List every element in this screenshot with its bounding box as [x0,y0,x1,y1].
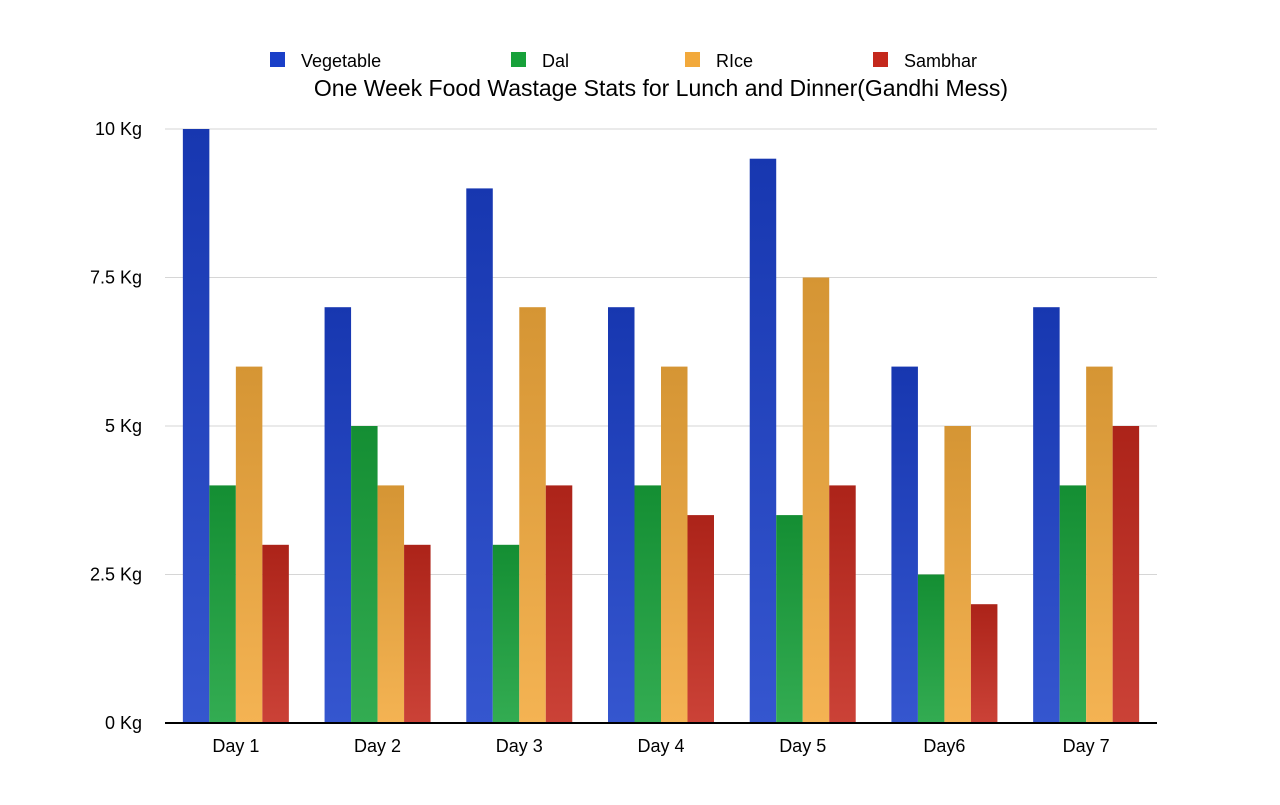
legend-label-dal: Dal [542,51,569,71]
bar-day-4-sambhar [687,515,714,723]
x-axis: Day 1 Day 2 Day 3 Day 4 Day 5 Day6 Day 7 [165,722,1157,756]
legend-item-sambhar: Sambhar [873,51,977,71]
bar-day-5-rice [802,277,830,723]
x-tick-label-day-5: Day 5 [779,736,826,756]
bar-day-4-dal [634,485,661,723]
bar-day6-dal [917,574,945,723]
bars [182,129,1140,723]
legend-label-rice: RIce [716,51,753,71]
legend-item-rice: RIce [685,51,753,71]
chart-title: One Week Food Wastage Stats for Lunch an… [314,75,1008,101]
bar-group-day-5 [749,158,856,723]
bar-day-7-dal [1059,485,1087,723]
bar-group-day-4 [608,307,714,723]
bar-day-3-sambhar [545,485,573,723]
bar-group-day-2 [324,307,431,723]
bar-day-5-dal [776,515,803,723]
x-tick-label-day-2: Day 2 [354,736,401,756]
x-tick-label-day-4: Day 4 [637,736,684,756]
bar-day-7-vegetable [1033,307,1060,723]
bar-day-2-rice [377,485,405,723]
y-tick-label-2-5-kg: 2.5 Kg [90,565,142,585]
bar-day-1-vegetable [182,129,210,723]
legend-label-sambhar: Sambhar [904,51,977,71]
bar-day-2-vegetable [324,307,352,723]
bar-group-day-7 [1033,307,1140,723]
legend-swatch-sambhar [873,52,888,67]
legend-item-vegetable: Vegetable [270,51,381,71]
bar-day6-sambhar [970,604,998,723]
legend-swatch-dal [511,52,526,67]
bar-day6-rice [944,426,971,723]
bar-day-7-rice [1086,366,1113,723]
bar-day-3-vegetable [466,188,493,723]
bar-day6-vegetable [891,366,918,723]
bar-day-5-vegetable [749,158,777,723]
bar-day-4-vegetable [608,307,635,723]
bar-day-1-dal [209,485,236,723]
x-tick-label-day6: Day6 [923,736,965,756]
bar-day-1-rice [235,366,263,723]
y-tick-label-5-kg: 5 Kg [105,416,142,436]
bar-group-day-1 [182,129,289,723]
legend-swatch-rice [685,52,700,67]
x-tick-label-day-3: Day 3 [496,736,543,756]
bar-day-7-sambhar [1112,426,1140,723]
legend-swatch-vegetable [270,52,285,67]
legend-item-dal: Dal [511,51,569,71]
bar-day-1-sambhar [262,544,289,723]
legend: Vegetable Dal RIce Sambhar [270,51,977,71]
y-tick-label-7-5-kg: 7.5 Kg [90,268,142,288]
bar-day-3-rice [519,307,546,723]
x-tick-label-day-7: Day 7 [1063,736,1110,756]
bar-day-4-rice [661,366,688,723]
y-tick-label-0-kg: 0 Kg [105,713,142,733]
bar-day-3-dal [492,544,520,723]
bar-group-day-3 [466,188,573,723]
bar-group-day6 [891,366,998,723]
bar-day-5-sambhar [829,485,856,723]
bar-day-2-sambhar [404,544,431,723]
y-axis: 0 Kg 2.5 Kg 5 Kg 7.5 Kg 10 Kg [90,119,142,733]
bar-day-2-dal [351,426,378,723]
legend-label-vegetable: Vegetable [301,51,381,71]
x-tick-label-day-1: Day 1 [212,736,259,756]
y-tick-label-10-kg: 10 Kg [95,119,142,139]
